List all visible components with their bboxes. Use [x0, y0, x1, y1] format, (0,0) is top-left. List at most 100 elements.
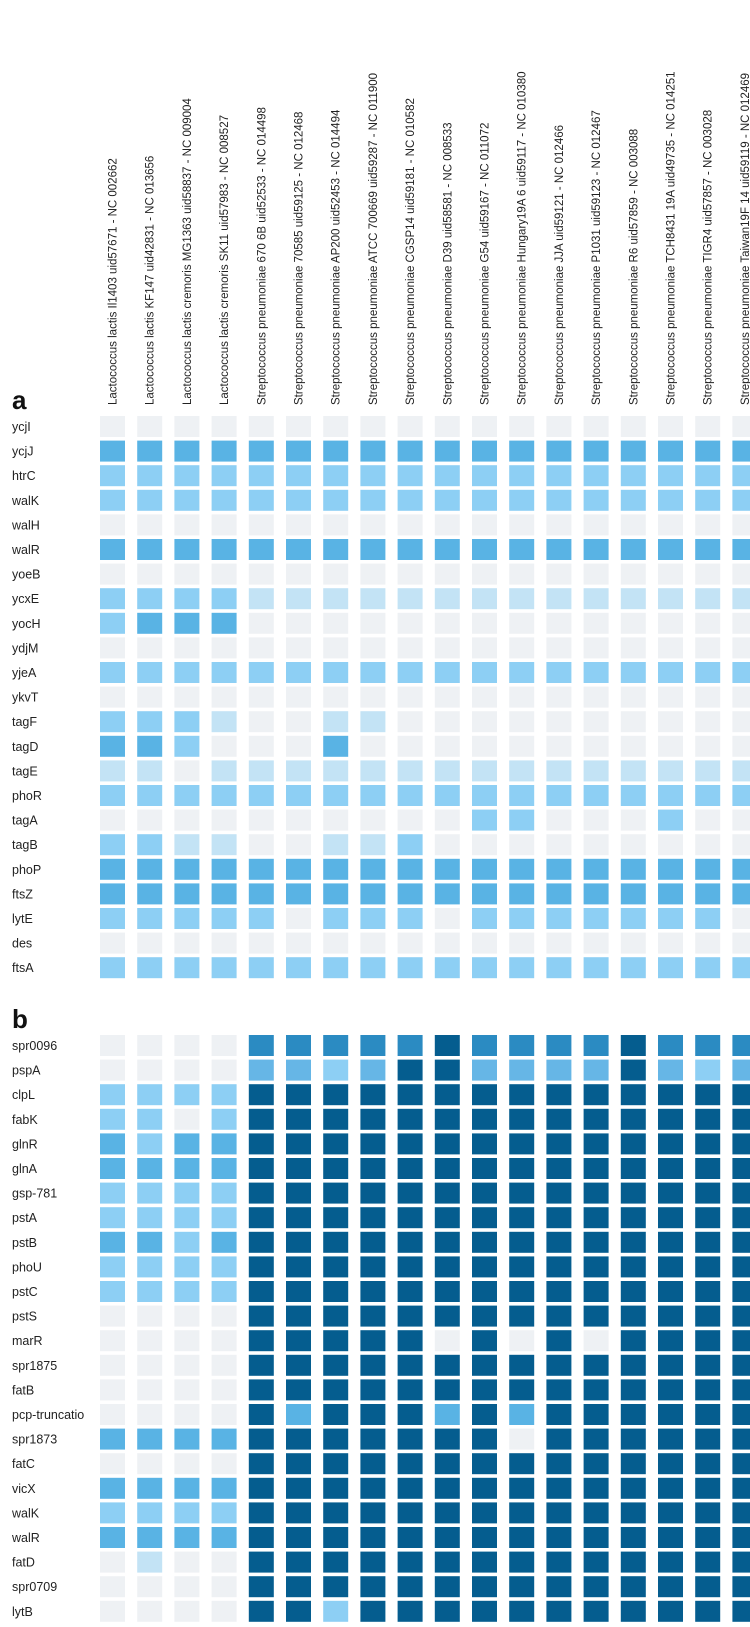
heatmap-b-cell [397, 1551, 423, 1573]
heatmap-a-cell [323, 711, 349, 733]
heatmap-a-cell [732, 662, 750, 683]
heatmap-a-cell [620, 908, 646, 929]
heatmap-a-cell [211, 662, 237, 683]
heatmap-b-cell [620, 1305, 646, 1327]
heatmap-b-cell [583, 1305, 609, 1327]
heatmap-a-cell [323, 957, 349, 979]
heatmap-a-cell [360, 612, 386, 634]
heatmap-b-cell [695, 1207, 721, 1229]
heatmap-b-cell [211, 1281, 237, 1302]
heatmap-a-cell [323, 612, 349, 634]
heatmap-a-cell [620, 711, 646, 733]
heatmap-a-cell [248, 588, 274, 610]
heatmap-a-cell [695, 637, 721, 659]
column-label: Lactococcus lactis KF147 uid42831 - NC 0… [145, 156, 157, 405]
heatmap-b-cell [248, 1305, 274, 1327]
column-label: Streptococcus pneumoniae Taiwan19F 14 ui… [740, 73, 750, 405]
heatmap-a-cell [583, 612, 609, 634]
heatmap-a-cell [434, 711, 460, 733]
heatmap-a-cell [732, 637, 750, 659]
heatmap-a-cell [583, 883, 609, 905]
heatmap-b-cell [174, 1502, 200, 1524]
heatmap-a-cell [174, 662, 200, 683]
heatmap-a-cell [546, 735, 572, 757]
heatmap-b-cell [397, 1256, 423, 1278]
heatmap-a-cell [137, 662, 163, 683]
heatmap-b-cell [323, 1158, 349, 1179]
heatmap-b-cell [472, 1281, 497, 1302]
heatmap-b-cell [695, 1379, 721, 1401]
heatmap-a-cell [137, 637, 163, 659]
heatmap-b-cell [100, 1428, 125, 1450]
heatmap-b-cell [137, 1231, 163, 1253]
heatmap-b-cell [434, 1527, 460, 1548]
heatmap-b-cell [100, 1084, 125, 1106]
heatmap-b-cell [695, 1428, 721, 1450]
heatmap-a-cell [397, 760, 423, 782]
heatmap-a-cell [658, 662, 683, 683]
heatmap-b-cell [323, 1207, 349, 1229]
heatmap-b-cell [323, 1404, 349, 1425]
heatmap-a-cell [174, 711, 200, 733]
heatmap-b-cell [360, 1354, 386, 1376]
heatmap-b-cell [658, 1576, 683, 1598]
heatmap-a-cell [174, 686, 200, 708]
heatmap-a-cell [472, 637, 497, 659]
heatmap-a-cell [583, 711, 609, 733]
heatmap-b-cell [100, 1600, 125, 1622]
heatmap-b-cell [211, 1428, 237, 1450]
heatmap-a-cell [360, 637, 386, 659]
heatmap-a-cell [360, 809, 386, 831]
heatmap-b-cell [211, 1502, 237, 1524]
heatmap-b-cell [100, 1404, 125, 1425]
heatmap-a-cell [323, 440, 349, 462]
heatmap-b-cell [509, 1256, 535, 1278]
heatmap-b-cell [583, 1084, 609, 1106]
heatmap-b-cell [174, 1354, 200, 1376]
heatmap-b-cell [286, 1551, 311, 1573]
heatmap-a-cell [434, 637, 460, 659]
heatmap-b-cell [583, 1551, 609, 1573]
heatmap-a-cell [583, 440, 609, 462]
heatmap-b-cell [174, 1379, 200, 1401]
heatmap-a-cell [695, 834, 721, 856]
heatmap-b-cell [100, 1158, 125, 1179]
heatmap-b-cell [397, 1379, 423, 1401]
heatmap-a-cell [137, 588, 163, 610]
heatmap-b-cell [620, 1453, 646, 1475]
heatmap-b-cell [620, 1158, 646, 1179]
row-label: ycxE [12, 592, 39, 606]
heatmap-b-cell [211, 1600, 237, 1622]
heatmap-b-cell [472, 1453, 497, 1475]
heatmap-b-cell [137, 1035, 163, 1056]
heatmap-a-cell [286, 686, 311, 708]
heatmap-a-cell [323, 416, 349, 437]
heatmap-b-cell [137, 1354, 163, 1376]
heatmap-a-cell [732, 465, 750, 487]
heatmap-a-cell [472, 539, 497, 560]
heatmap-b-cell [137, 1133, 163, 1155]
heatmap-a-cell [658, 563, 683, 585]
row-label: marR [12, 1334, 43, 1348]
heatmap-b-cell [732, 1551, 750, 1573]
heatmap-a-cell [658, 760, 683, 782]
heatmap-a-cell [100, 637, 125, 659]
row-label: pstB [12, 1236, 37, 1250]
heatmap-a-cell [248, 735, 274, 757]
heatmap-b-cell [360, 1576, 386, 1598]
heatmap-b-cell [732, 1600, 750, 1622]
heatmap-b-cell [732, 1379, 750, 1401]
heatmap-b-cell [248, 1035, 274, 1056]
column-label: Streptococcus pneumoniae TCH8431 19A uid… [666, 71, 678, 405]
heatmap-a-cell [695, 858, 721, 880]
heatmap-b-cell [620, 1428, 646, 1450]
heatmap-b-cell [509, 1379, 535, 1401]
heatmap-a-cell [732, 957, 750, 979]
heatmap-a-cell [546, 465, 572, 487]
heatmap-a-cell [546, 612, 572, 634]
heatmap-a-cell [509, 908, 535, 929]
heatmap-a-cell [248, 834, 274, 856]
heatmap-b-cell [360, 1084, 386, 1106]
heatmap-a-cell [695, 883, 721, 905]
heatmap-a-cell [248, 908, 274, 929]
